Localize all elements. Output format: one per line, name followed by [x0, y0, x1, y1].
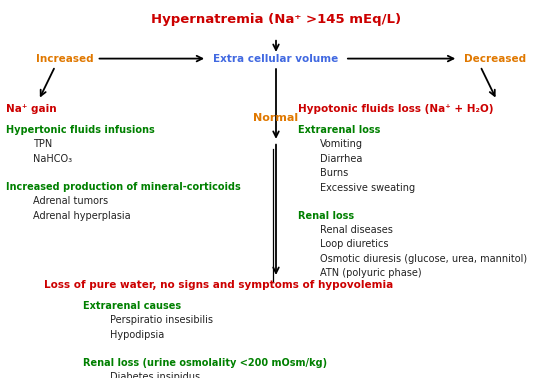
Text: TPN: TPN: [33, 139, 52, 149]
Text: Burns: Burns: [320, 168, 348, 178]
Text: Normal: Normal: [253, 113, 299, 123]
Text: Renal loss (urine osmolality <200 mOsm/kg): Renal loss (urine osmolality <200 mOsm/k…: [83, 358, 327, 367]
Text: Increased production of mineral-corticoids: Increased production of mineral-corticoi…: [6, 182, 240, 192]
Text: ATN (polyuric phase): ATN (polyuric phase): [320, 268, 422, 278]
Text: Hypotonic fluids loss (Na⁺ + H₂O): Hypotonic fluids loss (Na⁺ + H₂O): [298, 104, 493, 114]
Text: Extrarenal causes: Extrarenal causes: [83, 301, 181, 311]
Text: Diabetes insipidus: Diabetes insipidus: [110, 372, 200, 378]
Text: Adrenal tumors: Adrenal tumors: [33, 196, 108, 206]
Text: Diarrhea: Diarrhea: [320, 154, 363, 164]
Text: Extra cellular volume: Extra cellular volume: [214, 54, 338, 64]
Text: Extrarenal loss: Extrarenal loss: [298, 125, 380, 135]
Text: NaHCO₃: NaHCO₃: [33, 154, 72, 164]
Text: Hypertonic fluids infusions: Hypertonic fluids infusions: [6, 125, 154, 135]
Text: Increased: Increased: [36, 54, 94, 64]
Text: Renal diseases: Renal diseases: [320, 225, 393, 235]
Text: Loss of pure water, no signs and symptoms of hypovolemia: Loss of pure water, no signs and symptom…: [44, 280, 394, 290]
Text: Loop diuretics: Loop diuretics: [320, 239, 389, 249]
Text: Osmotic diuresis (glucose, urea, mannitol): Osmotic diuresis (glucose, urea, mannito…: [320, 254, 527, 263]
Text: Excessive sweating: Excessive sweating: [320, 183, 415, 192]
Text: Vomiting: Vomiting: [320, 139, 363, 149]
Text: Decreased: Decreased: [464, 54, 526, 64]
Text: Hypernatremia (Na⁺ >145 mEq/L): Hypernatremia (Na⁺ >145 mEq/L): [151, 13, 401, 26]
Text: Na⁺ gain: Na⁺ gain: [6, 104, 56, 114]
Text: Hypodipsia: Hypodipsia: [110, 330, 164, 339]
Text: Perspiratio insesibilis: Perspiratio insesibilis: [110, 315, 214, 325]
Text: Renal loss: Renal loss: [298, 211, 354, 220]
Text: Adrenal hyperplasia: Adrenal hyperplasia: [33, 211, 131, 220]
